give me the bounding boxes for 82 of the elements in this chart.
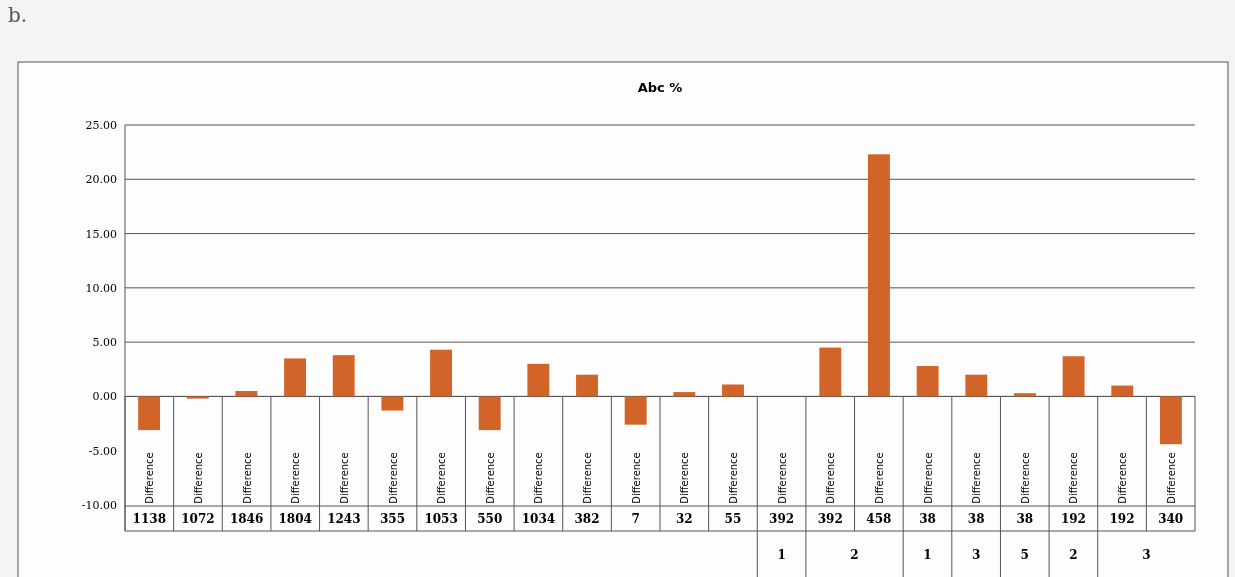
x-tick-label: Difference [436, 452, 448, 504]
text: 1034 [521, 512, 556, 526]
x-tick-label: Difference [484, 452, 496, 504]
bar [868, 154, 890, 397]
x-tick-label: Difference [679, 452, 691, 504]
x-tick-label: Difference [192, 452, 204, 504]
y-tick-label: -10.00 [81, 499, 117, 512]
text: 1072 [181, 512, 215, 526]
text: 550 [477, 512, 503, 526]
text: 1243 [327, 512, 361, 526]
text: 1 [777, 548, 786, 562]
x-tick-label: Difference [971, 452, 983, 504]
text: 1138 [132, 512, 167, 526]
y-tick-label: 0.00 [92, 390, 117, 404]
y-tick-label: 15.00 [85, 227, 117, 241]
text: 1 [923, 548, 932, 562]
x-tick-label: Difference [338, 452, 350, 504]
x-tick-label: Difference [776, 452, 788, 504]
text: 38 [967, 512, 985, 526]
x-tick-label: Difference [727, 452, 739, 504]
x-tick-label: Difference [825, 452, 837, 504]
bar [1062, 356, 1085, 397]
text: 382 [574, 512, 600, 526]
text: 38 [919, 512, 936, 526]
bar [722, 384, 744, 397]
y-tick-label: 20.00 [85, 173, 117, 187]
text: 392 [769, 512, 795, 526]
text: b. [8, 3, 28, 27]
text: 192 [1109, 512, 1135, 526]
x-tick-label: Difference [1165, 452, 1177, 504]
text: 7 [631, 512, 640, 526]
bar [138, 396, 161, 431]
bar [381, 396, 404, 411]
text: 458 [866, 512, 892, 526]
bar [186, 396, 209, 399]
text: 3 [971, 548, 981, 562]
x-tick-label: Difference [1117, 452, 1129, 504]
bar [332, 355, 355, 397]
x-tick-label: Difference [873, 452, 885, 504]
text: 392 [817, 512, 843, 526]
x-tick-label: Difference [582, 452, 594, 504]
x-tick-label: Difference [144, 452, 156, 504]
x-tick-label: Difference [290, 452, 302, 504]
bar [576, 374, 598, 397]
x-tick-label: Difference [1068, 452, 1080, 504]
y-tick-label: 5.00 [92, 336, 117, 350]
y-tick-label: 10.00 [85, 281, 117, 295]
x-tick-label: Difference [1019, 452, 1031, 504]
text: 355 [379, 512, 406, 526]
bar [284, 358, 307, 397]
text: 1846 [229, 512, 264, 526]
text: 192 [1060, 512, 1086, 526]
bar [1013, 393, 1036, 397]
bar [527, 363, 550, 397]
bar [1111, 385, 1134, 397]
text: 2 [850, 548, 859, 562]
text: 3 [1142, 548, 1151, 562]
bar [624, 396, 647, 425]
x-tick-label: Difference [533, 452, 545, 504]
x-tick-label: Difference [630, 452, 642, 504]
bar [916, 366, 939, 397]
text: 55 [724, 512, 742, 526]
text: 5 [1020, 548, 1029, 562]
bar [478, 396, 501, 431]
bar [819, 347, 842, 397]
y-tick-label: 25.00 [85, 119, 117, 132]
bar [673, 392, 696, 397]
x-tick-label: Difference [922, 452, 934, 504]
chart-title: Abc % [637, 80, 683, 95]
text: 1804 [278, 512, 312, 526]
text: 340 [1158, 512, 1184, 526]
text: 38 [1016, 512, 1034, 526]
text: 1053 [424, 512, 458, 526]
bar [235, 391, 258, 397]
y-tick-label: -5.00 [88, 444, 117, 458]
bar [430, 349, 452, 397]
text: 2 [1069, 548, 1078, 562]
bar [965, 374, 988, 397]
x-tick-label: Difference [387, 452, 399, 504]
x-tick-label: Difference [241, 452, 253, 504]
bar [1159, 396, 1182, 445]
text: 32 [675, 512, 693, 526]
